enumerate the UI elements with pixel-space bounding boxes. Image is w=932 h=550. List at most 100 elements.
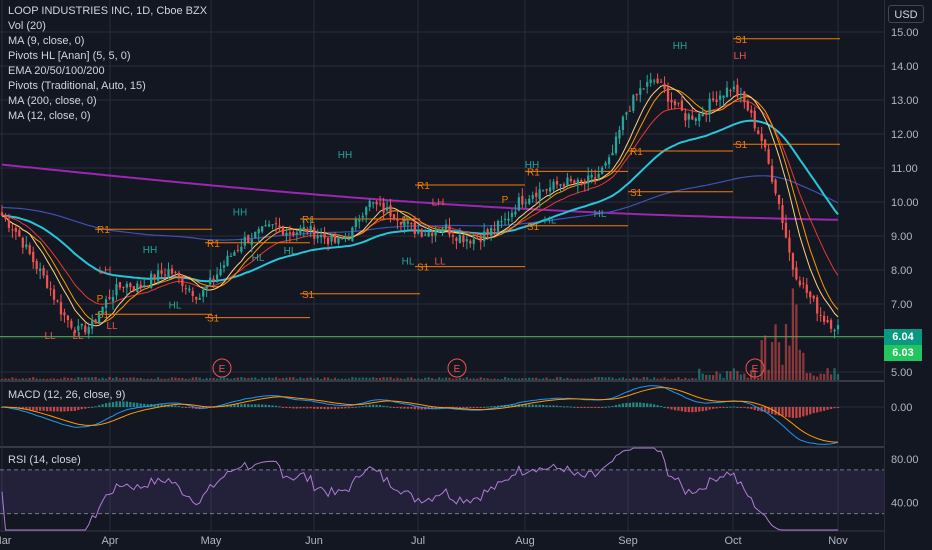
macd-histogram-bar (621, 403, 625, 407)
volume-bar (653, 377, 656, 380)
volume-bar (295, 378, 298, 380)
rsi-title[interactable]: RSI (14, close) (8, 454, 81, 466)
volume-bar (209, 378, 212, 380)
swing-label: LH (432, 197, 445, 208)
volume-bar (458, 377, 462, 380)
volume-bar (483, 378, 486, 380)
volume-bar (781, 364, 784, 380)
volume-bar (649, 378, 652, 380)
candle-body (177, 272, 181, 277)
volume-bar (118, 378, 122, 380)
candle-body (677, 102, 680, 104)
candle-body (451, 235, 455, 237)
candle-body (285, 232, 288, 236)
indicator-vol[interactable]: Vol (20) (8, 20, 46, 32)
macd-histogram-bar (691, 407, 694, 413)
candle-body (73, 329, 76, 334)
macd-histogram-bar (264, 404, 267, 407)
macd-histogram-bar (122, 401, 125, 407)
volume-bar (195, 377, 198, 380)
candle-body (28, 245, 31, 254)
candle-body (528, 198, 531, 204)
macd-histogram-bar (656, 405, 659, 407)
indicator-ma12[interactable]: MA (12, close, 0) (8, 110, 91, 122)
macd-histogram-bar (573, 406, 576, 408)
candle-body (701, 114, 704, 117)
volume-bar (184, 378, 187, 380)
candle-body (167, 269, 170, 277)
volume-bar (774, 324, 777, 380)
macd-histogram-bar (118, 401, 122, 407)
macd-histogram-bar (250, 404, 253, 407)
candle-body (84, 325, 87, 333)
macd-histogram-bar (406, 407, 409, 409)
volume-bar (98, 378, 101, 380)
candle-body (604, 162, 607, 166)
volume-bar (392, 378, 396, 380)
symbol-title[interactable]: LOOP INDUSTRIES INC, 1D, Cboe BZX (8, 5, 208, 17)
macd-histogram-bar (354, 406, 357, 408)
indicator-ema[interactable]: EMA 20/50/100/200 (8, 65, 105, 77)
volume-bar (507, 377, 510, 380)
indicator-ma9[interactable]: MA (9, close, 0) (8, 35, 85, 47)
macd-legend[interactable]: MACD (12, 26, close, 9) (8, 388, 125, 403)
volume-bar (448, 377, 451, 380)
volume-bar (618, 378, 621, 380)
candle-body (111, 297, 115, 302)
ema-50-line (1, 119, 839, 283)
macd-histogram-bar (108, 402, 111, 407)
candle-body (21, 237, 24, 248)
volume-bar (292, 377, 295, 380)
macd-histogram-bar (94, 406, 97, 408)
earnings-marker-label: E (752, 364, 759, 375)
rsi-legend[interactable]: RSI (14, close) (8, 453, 81, 468)
volume-bar (174, 377, 177, 380)
ma-200-line (1, 163, 838, 221)
candle-body (424, 234, 427, 236)
macd-histogram-bar (469, 407, 472, 408)
candle-body (389, 205, 392, 217)
candle-body (486, 229, 489, 234)
volume-bar (524, 378, 527, 380)
earnings-marker-label: E (454, 364, 461, 375)
macd-histogram-bar (87, 407, 90, 408)
volume-bar (698, 368, 701, 380)
pivot-label: S1 (527, 222, 540, 233)
indicator-pivots-hl[interactable]: Pivots HL [Anan] (5, 5, 0) (8, 50, 131, 62)
candle-body (378, 203, 382, 205)
pivot-label: R1 (97, 225, 110, 236)
volume-bar (240, 377, 243, 380)
candle-body (215, 274, 219, 280)
volume-bar (188, 378, 191, 380)
candle-body (538, 189, 541, 200)
macd-histogram-bar (493, 406, 496, 408)
currency-button[interactable]: USD (888, 5, 924, 23)
volume-bar (261, 377, 264, 380)
candle-body (642, 88, 645, 90)
candle-body (205, 285, 208, 289)
candle-body (462, 235, 465, 243)
volume-bar (333, 377, 337, 380)
volume-bar (663, 377, 666, 380)
indicator-pivots-traditional[interactable]: Pivots (Traditional, Auto, 15) (8, 80, 146, 92)
indicator-ma200[interactable]: MA (200, close, 0) (8, 95, 97, 107)
candle-body (39, 268, 42, 271)
macd-histogram-bar (160, 404, 163, 407)
swing-label: HL (594, 209, 607, 220)
volume-bar (611, 377, 614, 380)
volume-bar (576, 378, 579, 380)
macd-histogram-bar (476, 407, 479, 408)
volume-bar (437, 377, 441, 380)
candle-body (798, 280, 801, 286)
volume-bar (795, 304, 798, 380)
macd-histogram-bar (653, 404, 656, 407)
reference-price-tag: 6.03 (884, 345, 922, 361)
swing-label: HL (544, 216, 557, 227)
volume-bar (344, 378, 347, 380)
macd-title[interactable]: MACD (12, 26, close, 9) (8, 389, 126, 401)
macd-histogram-bar (809, 407, 812, 415)
volume-bar (569, 378, 573, 380)
volume-bar (406, 377, 409, 380)
macd-histogram-bar (35, 407, 38, 411)
